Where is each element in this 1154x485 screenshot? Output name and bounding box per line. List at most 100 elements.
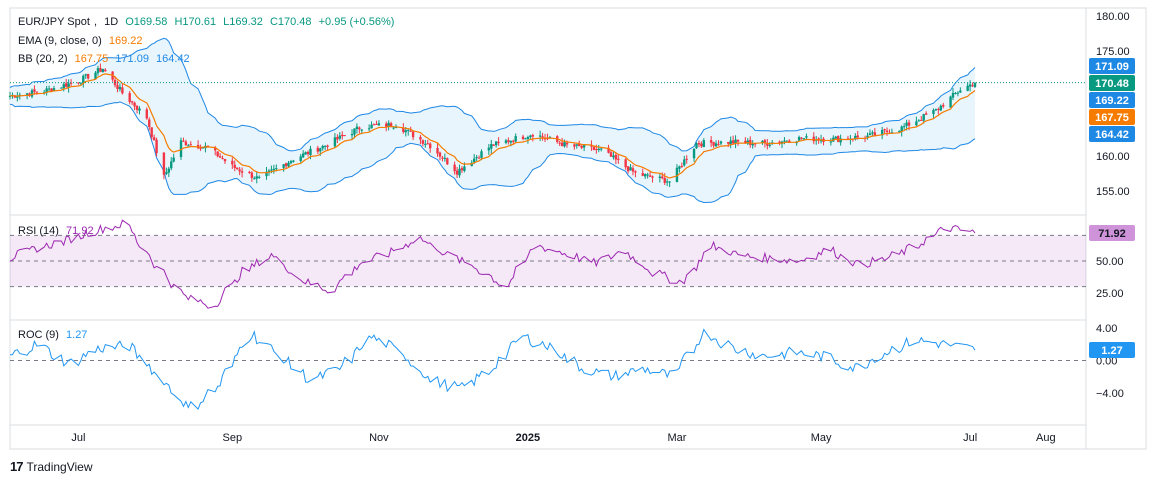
candle-body bbox=[949, 96, 952, 108]
candle-body bbox=[355, 126, 359, 129]
candle-body bbox=[514, 136, 517, 142]
candle-body bbox=[744, 140, 747, 144]
candle-body bbox=[494, 141, 498, 146]
candle bbox=[717, 140, 720, 146]
candle bbox=[592, 146, 596, 151]
candle bbox=[880, 126, 884, 140]
candle bbox=[521, 134, 525, 141]
candle-body bbox=[387, 122, 390, 127]
candle bbox=[240, 167, 244, 178]
candle-body bbox=[924, 113, 928, 115]
candle bbox=[189, 141, 192, 146]
candle-body bbox=[697, 143, 701, 145]
price-badge-label: 164.42 bbox=[1095, 129, 1129, 141]
candle bbox=[973, 82, 977, 88]
candle-body bbox=[612, 155, 615, 158]
candle bbox=[62, 82, 65, 92]
candle bbox=[956, 91, 960, 97]
interval-label[interactable]: 1D bbox=[104, 16, 119, 28]
candle bbox=[697, 140, 701, 148]
candle bbox=[221, 155, 224, 160]
candle bbox=[683, 155, 686, 167]
candle bbox=[504, 138, 508, 145]
candle bbox=[949, 95, 952, 108]
candle bbox=[695, 142, 698, 149]
candle bbox=[33, 85, 36, 95]
candle-body bbox=[624, 159, 627, 168]
candle-body bbox=[446, 158, 449, 165]
candle-body bbox=[643, 174, 647, 177]
candle bbox=[426, 139, 429, 145]
candle-body bbox=[766, 143, 769, 146]
candle bbox=[30, 88, 34, 99]
candle-body bbox=[609, 152, 613, 157]
candle bbox=[526, 135, 530, 144]
roc-tick-label: 4.00 bbox=[1096, 323, 1117, 335]
candle-body bbox=[389, 123, 393, 127]
candle bbox=[148, 117, 151, 131]
price-badge-label: 169.22 bbox=[1095, 95, 1129, 107]
candle bbox=[680, 162, 684, 168]
candle bbox=[350, 129, 354, 141]
candle-body bbox=[783, 140, 786, 142]
candle-body bbox=[942, 104, 945, 107]
candle-body bbox=[702, 140, 706, 148]
candle bbox=[82, 74, 85, 88]
roc-line bbox=[9, 328, 976, 410]
candle-body bbox=[685, 158, 688, 160]
candle bbox=[700, 141, 703, 148]
candle-body bbox=[424, 143, 427, 145]
candle-body bbox=[668, 181, 671, 183]
candle bbox=[678, 165, 681, 173]
bb-legend[interactable]: BB (20, 2) 167.75 171.09 164.42 bbox=[18, 53, 194, 65]
candle-body bbox=[8, 95, 12, 97]
candle-body bbox=[272, 168, 276, 171]
roc-legend[interactable]: ROC (9) 1.27 bbox=[18, 329, 91, 341]
candle-body bbox=[563, 142, 566, 147]
candle-body bbox=[250, 172, 254, 178]
candle-body bbox=[797, 136, 801, 141]
candle bbox=[233, 160, 236, 172]
candle bbox=[304, 151, 307, 155]
candle-body bbox=[922, 114, 925, 121]
candle-body bbox=[47, 88, 51, 90]
candle-body bbox=[184, 141, 188, 146]
candle-body bbox=[50, 88, 53, 92]
candle-body bbox=[846, 138, 850, 140]
roc-badge-label: 1.27 bbox=[1101, 345, 1122, 357]
brand-footer[interactable]: 17 TradingView bbox=[10, 459, 93, 474]
candle bbox=[236, 167, 239, 170]
candle-body bbox=[934, 109, 938, 111]
price-badge-bg bbox=[1089, 92, 1135, 108]
candle bbox=[714, 140, 718, 147]
candle bbox=[812, 132, 815, 145]
candle bbox=[84, 73, 87, 79]
candle-body bbox=[729, 140, 732, 145]
rsi-legend[interactable]: RSI (14) 71.92 bbox=[18, 225, 98, 237]
candle-body bbox=[871, 132, 874, 134]
roc-pane bbox=[9, 319, 1087, 426]
roc-badge: 1.27 bbox=[1089, 342, 1135, 358]
candle-body bbox=[128, 93, 131, 103]
candle bbox=[253, 176, 256, 180]
candle-body bbox=[856, 135, 859, 138]
candle bbox=[60, 87, 63, 89]
candle-body bbox=[18, 94, 21, 96]
candle-body bbox=[651, 176, 654, 178]
candle bbox=[128, 90, 131, 105]
candle-body bbox=[560, 142, 564, 147]
candle bbox=[336, 134, 339, 144]
candle bbox=[45, 85, 48, 96]
time-axis-label: Aug bbox=[1036, 432, 1056, 444]
candle bbox=[971, 82, 974, 88]
time-axis-label: Jul bbox=[71, 432, 85, 444]
candle-body bbox=[138, 108, 141, 111]
candle bbox=[487, 144, 491, 155]
candle bbox=[438, 151, 442, 161]
candle bbox=[477, 155, 481, 159]
candle-body bbox=[323, 145, 327, 147]
ema-legend[interactable]: EMA (9, close, 0) 169.22 bbox=[18, 35, 146, 47]
candle-body bbox=[509, 140, 513, 143]
candle-body bbox=[28, 93, 31, 96]
candle-body bbox=[658, 176, 662, 178]
